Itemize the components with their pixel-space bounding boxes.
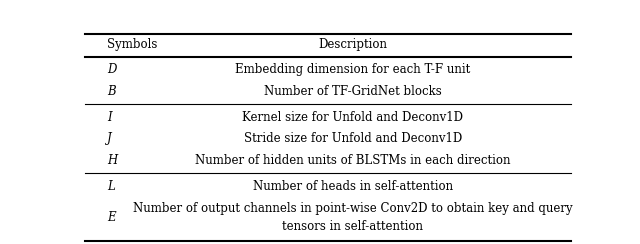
Text: Description: Description: [318, 38, 387, 51]
Text: H: H: [108, 154, 118, 167]
Text: Symbols: Symbols: [108, 38, 157, 51]
Text: I: I: [108, 111, 112, 124]
Text: Number of hidden units of BLSTMs in each direction: Number of hidden units of BLSTMs in each…: [195, 154, 511, 167]
Text: Number of TF-GridNet blocks: Number of TF-GridNet blocks: [264, 85, 442, 98]
Text: Number of heads in self-attention: Number of heads in self-attention: [253, 180, 453, 193]
Text: D: D: [108, 63, 116, 76]
Text: Kernel size for Unfold and Deconv1D: Kernel size for Unfold and Deconv1D: [243, 111, 463, 124]
Text: Embedding dimension for each T-F unit: Embedding dimension for each T-F unit: [235, 63, 470, 76]
Text: J: J: [108, 132, 112, 145]
Text: B: B: [108, 85, 116, 98]
Text: Stride size for Unfold and Deconv1D: Stride size for Unfold and Deconv1D: [244, 132, 462, 145]
Text: Number of output channels in point-wise Conv2D to obtain key and query
tensors i: Number of output channels in point-wise …: [133, 202, 573, 233]
Text: E: E: [108, 211, 116, 224]
Text: L: L: [108, 180, 115, 193]
